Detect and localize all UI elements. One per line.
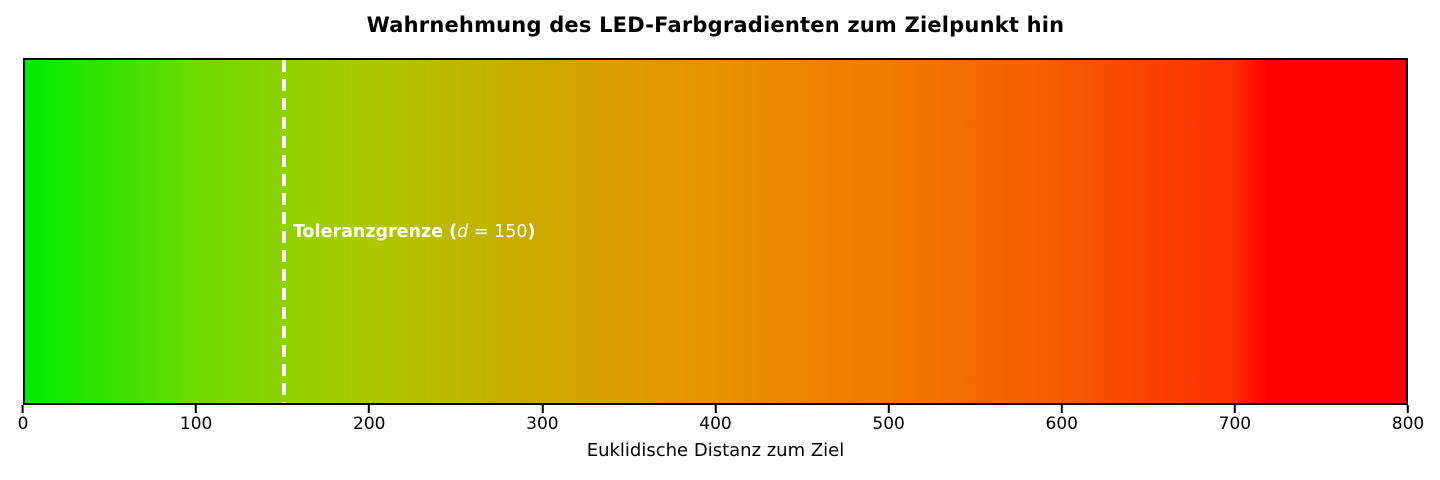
x-tick-label: 400 <box>699 414 732 434</box>
x-tick-label: 0 <box>17 414 29 434</box>
x-tick-mark <box>1233 405 1236 413</box>
x-axis-label: Euklidische Distanz zum Ziel <box>586 440 845 461</box>
x-tick-label: 800 <box>1391 414 1425 434</box>
tolerance-line <box>281 60 286 403</box>
x-tick: 800 <box>1392 405 1424 433</box>
chart-title: Wahrnehmung des LED-Farbgradienten zum Z… <box>366 13 1065 37</box>
x-tick: 200 <box>353 405 385 433</box>
x-tick: 100 <box>180 405 212 433</box>
x-tick-label: 500 <box>872 414 905 434</box>
x-tick-label: 100 <box>179 414 213 434</box>
x-tick-mark <box>21 405 24 413</box>
x-tick-label: 700 <box>1218 414 1252 434</box>
x-tick-mark <box>368 405 371 413</box>
x-axis: 0 100 200 300 400 500 600 700 800 <box>18 405 1424 435</box>
x-tick-mark <box>714 405 717 413</box>
tolerance-label: Toleranzgrenze (d = 150) <box>293 222 536 242</box>
x-tick-mark <box>541 405 544 413</box>
x-tick-mark <box>887 405 890 413</box>
x-tick: 700 <box>1219 405 1251 433</box>
x-tick-label: 300 <box>526 414 559 434</box>
x-tick: 300 <box>526 405 559 434</box>
x-tick: 0 <box>17 405 29 434</box>
gradient-bar: Toleranzgrenze (d = 150) <box>23 58 1408 405</box>
tolerance-label-suffix: ) <box>527 221 536 242</box>
tolerance-label-variable: d <box>457 221 469 242</box>
x-tick-mark <box>1406 405 1409 413</box>
x-tick-mark <box>1060 405 1063 413</box>
x-tick: 600 <box>1046 405 1078 433</box>
x-tick: 400 <box>699 405 732 434</box>
x-tick: 500 <box>872 405 905 434</box>
tolerance-label-prefix: Toleranzgrenze ( <box>292 221 458 242</box>
x-tick-label: 600 <box>1045 414 1078 434</box>
tolerance-label-equation: = 150 <box>468 221 528 242</box>
x-tick-label: 200 <box>353 414 386 434</box>
x-tick-mark <box>195 405 198 413</box>
